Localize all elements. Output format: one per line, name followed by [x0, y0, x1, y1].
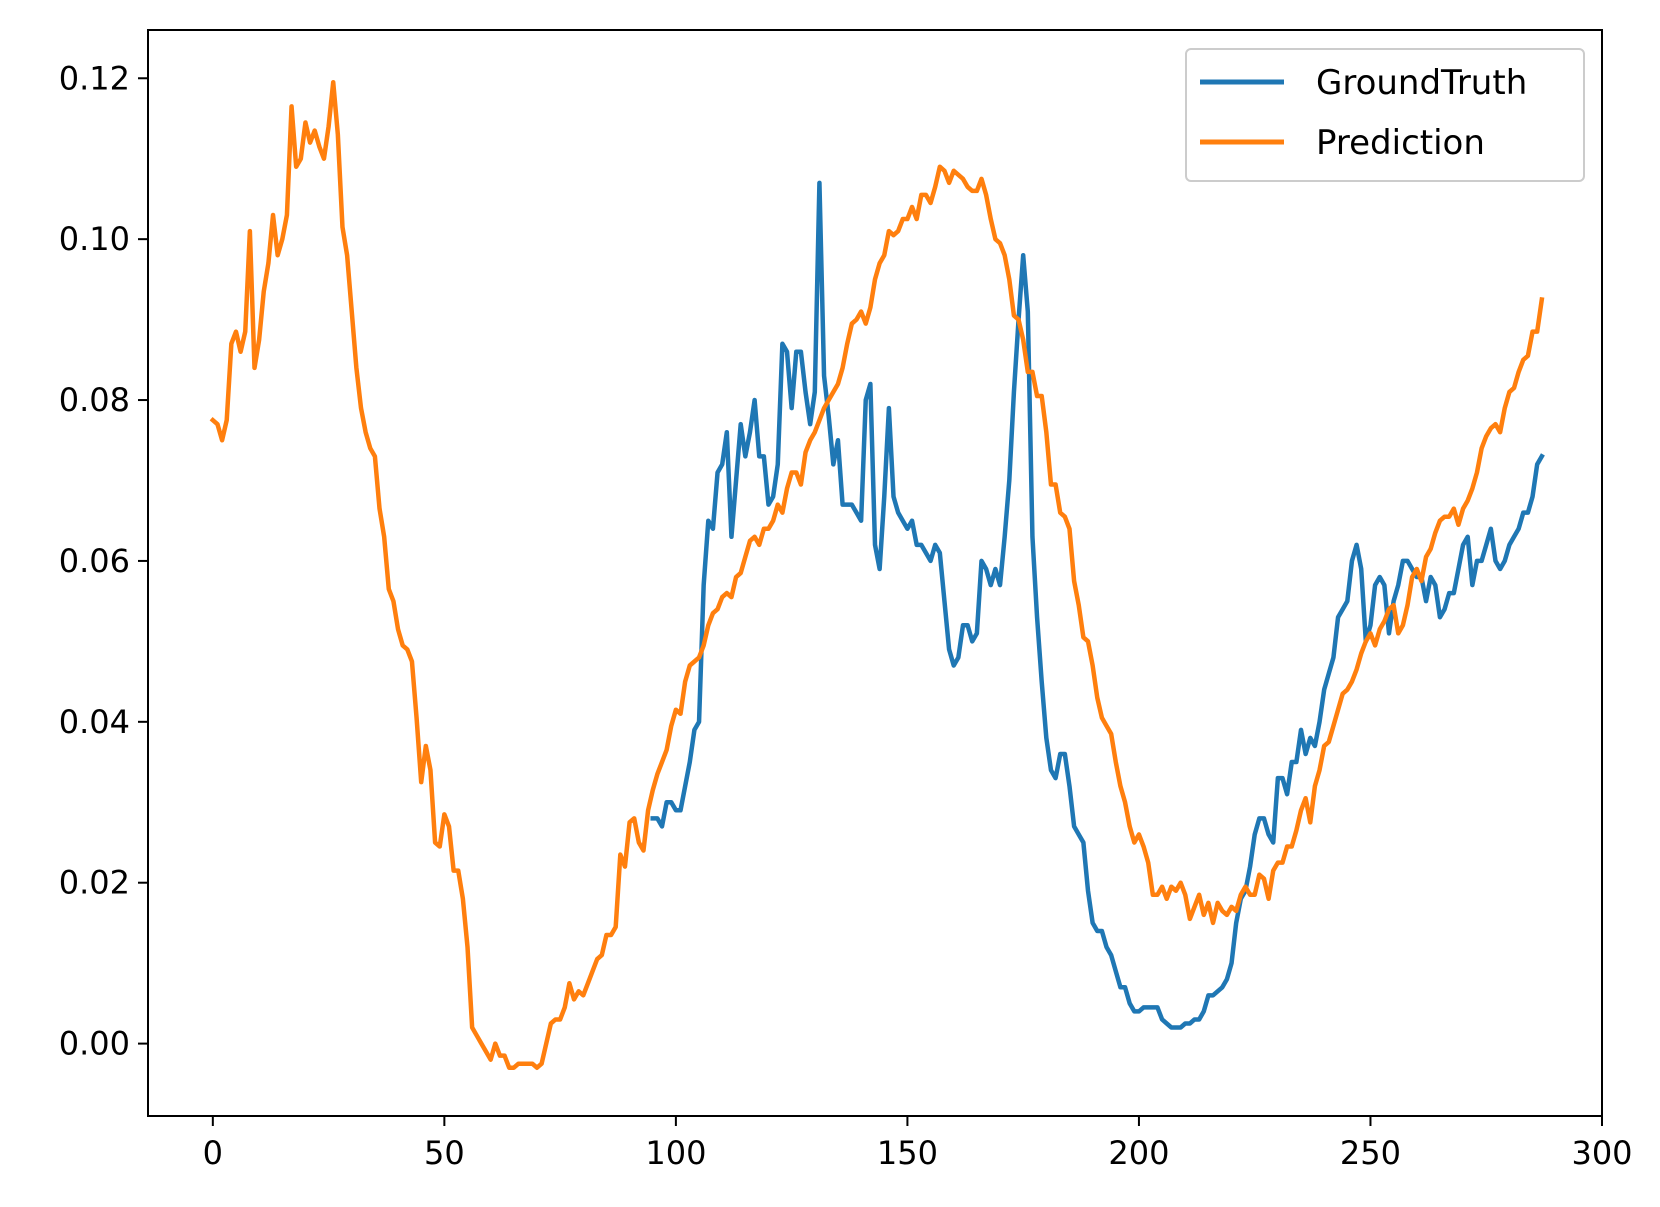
- y-tick-label: 0.08: [59, 381, 130, 419]
- x-tick-label: 150: [877, 1134, 938, 1172]
- y-tick-label: 0.10: [59, 220, 130, 258]
- y-tick-label: 0.04: [59, 703, 130, 741]
- x-tick-label: 250: [1340, 1134, 1401, 1172]
- series-line-groundtruth: [650, 180, 1545, 1030]
- x-axis: 0 50 100 150 200 250 300: [203, 1116, 1633, 1172]
- x-tick-label: 0: [203, 1134, 223, 1172]
- y-tick-label: 0.12: [59, 59, 130, 97]
- legend-label-groundtruth: GroundTruth: [1316, 63, 1527, 103]
- y-tick-label: 0.06: [59, 542, 130, 580]
- legend: GroundTruth Prediction: [1185, 48, 1585, 182]
- series-line-prediction: [209, 80, 1545, 1070]
- x-tick-label: 100: [645, 1134, 706, 1172]
- legend-box: [1185, 48, 1585, 182]
- plot-frame: [147, 29, 1603, 1117]
- y-axis: 0.00 0.02 0.04 0.06 0.08 0.10 0.12: [59, 59, 148, 1063]
- x-tick-label: 200: [1108, 1134, 1169, 1172]
- y-tick-label: 0.00: [59, 1025, 130, 1063]
- x-tick-label: 300: [1571, 1134, 1632, 1172]
- legend-label-prediction: Prediction: [1316, 123, 1485, 163]
- series-layer: [209, 80, 1545, 1070]
- x-tick-label: 50: [424, 1134, 465, 1172]
- y-tick-label: 0.02: [59, 864, 130, 902]
